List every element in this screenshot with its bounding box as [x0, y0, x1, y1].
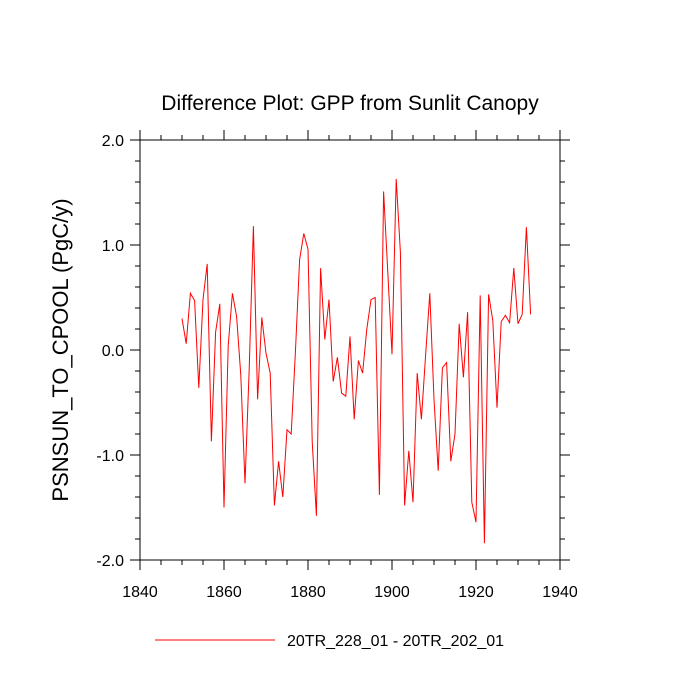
chart-title: Difference Plot: GPP from Sunlit Canopy	[161, 92, 539, 115]
x-tick-labels: 1840 1860 1880 1900 1920 1940	[122, 584, 578, 601]
x-tick-label: 1920	[458, 584, 494, 601]
y-tick-label: -1.0	[96, 448, 124, 465]
y-tick-label: 1.0	[102, 238, 124, 255]
y-tick-label: -2.0	[96, 553, 124, 570]
x-tick-label: 1880	[290, 584, 326, 601]
y-tick-labels: -2.0 -1.0 0.0 1.0 2.0	[96, 133, 124, 570]
plot-frame	[139, 139, 561, 561]
y-tick-label: 2.0	[102, 133, 124, 150]
x-tick-label: 1940	[542, 584, 578, 601]
legend: 20TR_228_01 - 20TR_202_01	[155, 633, 504, 650]
series-line	[181, 178, 532, 544]
x-tick-label: 1860	[206, 584, 242, 601]
minor-ticks	[135, 135, 565, 565]
major-ticks	[130, 130, 570, 570]
y-tick-label: 0.0	[102, 343, 124, 360]
x-tick-label: 1840	[122, 584, 158, 601]
x-tick-label: 1900	[374, 584, 410, 601]
y-axis-label: PSNSUN_TO_CPOOL (PgC/y)	[48, 198, 73, 501]
legend-label: 20TR_228_01 - 20TR_202_01	[287, 633, 504, 650]
